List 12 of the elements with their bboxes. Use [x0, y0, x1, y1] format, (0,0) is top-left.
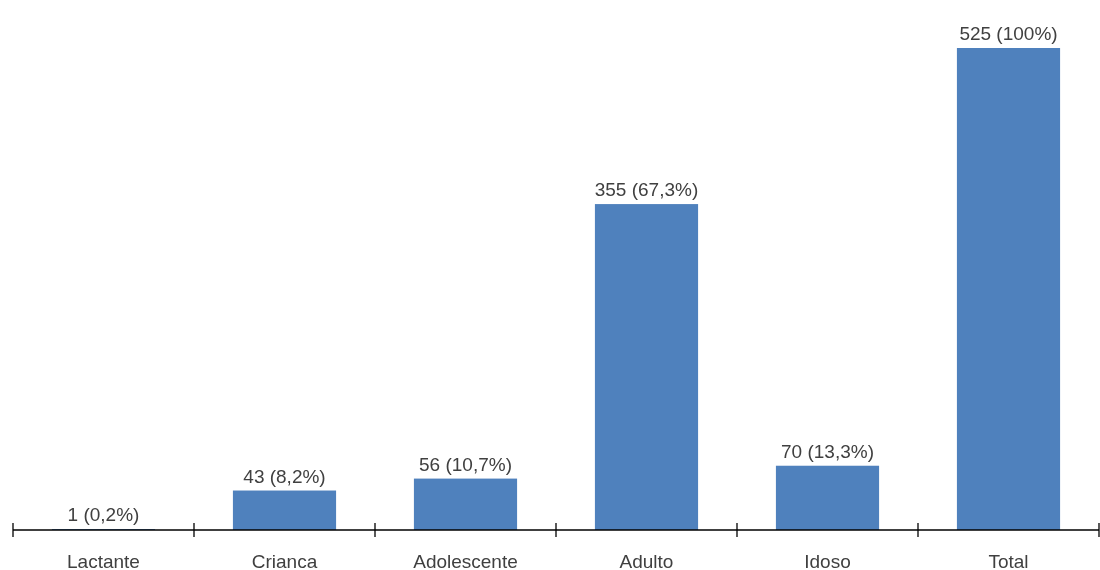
- data-label: 70 (13,3%): [781, 440, 874, 462]
- data-label: 355 (67,3%): [594, 179, 699, 201]
- x-tick-label: Idoso: [804, 551, 851, 570]
- data-label: 56 (10,7%): [419, 453, 512, 475]
- data-label: 43 (8,2%): [243, 465, 326, 487]
- x-tick-label: Total: [988, 551, 1029, 570]
- data-label: 1 (0,2%): [67, 504, 140, 526]
- x-tick-label: Adulto: [619, 551, 674, 570]
- x-tick-label: Crianca: [251, 551, 318, 570]
- x-tick-label: Adolescente: [413, 551, 518, 570]
- x-tick-label: Lactante: [67, 551, 140, 570]
- data-label: 525 (100%): [959, 23, 1058, 44]
